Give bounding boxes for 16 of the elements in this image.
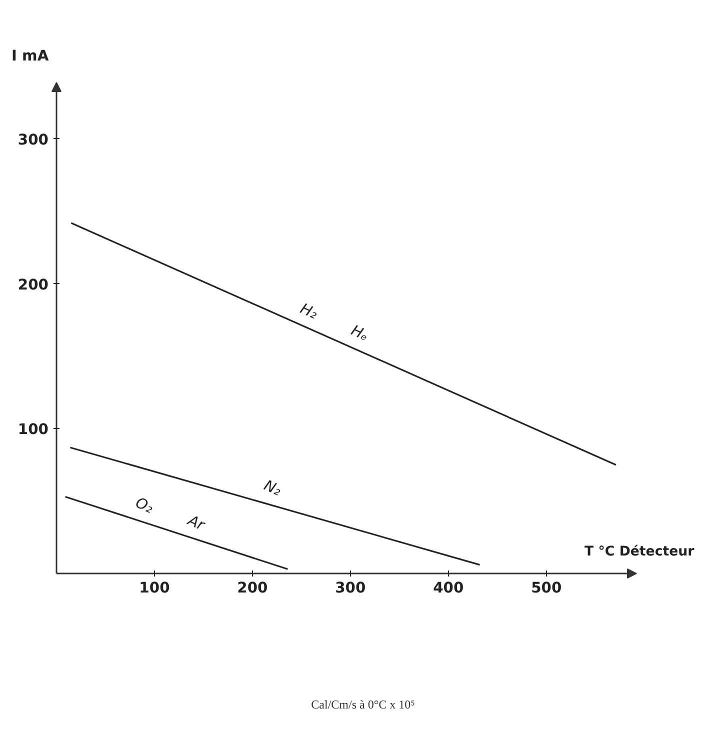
annotation: Hₑ (348, 322, 372, 344)
text: Cal/Cm/s à 0°C x 10⁵ (311, 698, 415, 712)
x-axis-title: T °C Détecteur (584, 544, 695, 560)
annotation: O₂ (132, 494, 156, 517)
x-tick-label: 400 (433, 580, 464, 596)
annotation: Ar (184, 512, 208, 534)
y-axis-title: I mA (12, 48, 50, 64)
y-tick-label: 200 (18, 276, 48, 294)
annotation: N₂ (261, 477, 284, 500)
x-tick-label: 200 (237, 580, 268, 596)
x-tick-label: 100 (139, 580, 170, 596)
y-tick-label: 100 (18, 421, 48, 438)
x-tick-label: 500 (531, 580, 562, 596)
y-tick-label: 300 (18, 131, 48, 148)
x-tick-label: 300 (335, 580, 366, 596)
annotation: H₂ (298, 300, 320, 323)
